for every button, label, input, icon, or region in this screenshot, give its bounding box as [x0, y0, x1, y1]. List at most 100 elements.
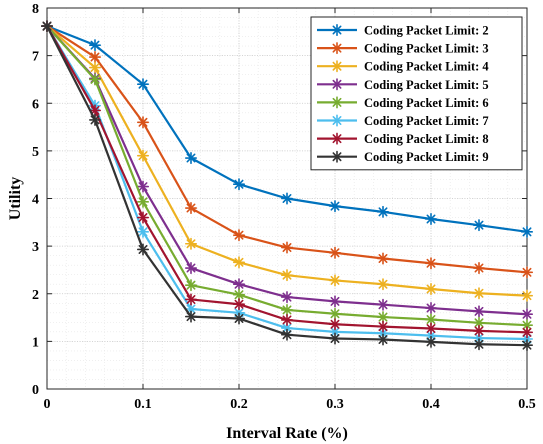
- data-point: [233, 288, 245, 301]
- legend-label: Coding Packet Limit: 8: [364, 132, 489, 146]
- legend: Coding Packet Limit: 2 Coding Packet Limi…: [310, 16, 523, 171]
- data-point: [89, 73, 101, 86]
- data-point: [520, 339, 534, 352]
- series-4: [40, 20, 534, 302]
- data-point: [137, 149, 149, 162]
- x-tick-label: 0.5: [518, 397, 536, 412]
- x-tick-label: 0.1: [134, 397, 152, 412]
- data-point: [376, 333, 390, 346]
- legend-marker: [330, 114, 344, 127]
- legend-label: Coding Packet Limit: 6: [364, 96, 489, 110]
- data-point: [89, 39, 101, 52]
- data-point: [328, 318, 342, 331]
- legend-label: Coding Packet Limit: 3: [364, 42, 489, 56]
- data-point: [89, 51, 101, 64]
- y-tick-label: 5: [32, 145, 39, 160]
- y-tick-label: 6: [32, 97, 39, 112]
- data-point: [233, 229, 245, 242]
- data-point: [376, 320, 390, 333]
- data-point: [185, 310, 197, 323]
- data-point: [137, 78, 149, 91]
- data-point: [328, 295, 342, 308]
- legend-entry: Coding Packet Limit: 4: [317, 60, 489, 74]
- data-point: [185, 262, 197, 275]
- data-point: [424, 302, 438, 315]
- legend-entry: Coding Packet Limit: 7: [317, 114, 489, 128]
- data-point: [280, 241, 294, 254]
- data-point: [472, 287, 486, 300]
- data-point: [233, 298, 245, 311]
- series-8: [40, 20, 534, 339]
- data-point: [424, 322, 438, 335]
- data-point: [328, 307, 342, 320]
- legend-marker: [330, 78, 344, 91]
- data-point: [472, 338, 486, 351]
- legend-label: Coding Packet Limit: 5: [364, 78, 489, 92]
- data-point: [137, 243, 149, 256]
- y-tick-label: 7: [32, 50, 39, 65]
- data-point: [280, 328, 294, 341]
- x-axis-label: Interval Rate (%): [226, 425, 348, 442]
- data-point: [376, 205, 390, 218]
- legend-entry: Coding Packet Limit: 5: [317, 78, 489, 92]
- data-point: [376, 278, 390, 291]
- legend-label: Coding Packet Limit: 4: [364, 60, 489, 74]
- legend-marker: [330, 60, 344, 73]
- legend-label: Coding Packet Limit: 2: [364, 24, 489, 38]
- legend-entry: Coding Packet Limit: 9: [317, 150, 489, 164]
- data-point: [520, 289, 534, 302]
- data-point: [520, 326, 534, 339]
- data-point: [89, 113, 101, 126]
- y-tick-label: 4: [32, 193, 39, 208]
- data-point: [520, 266, 534, 279]
- series-5: [40, 20, 534, 321]
- y-tick-label: 8: [32, 2, 39, 17]
- data-point: [520, 225, 534, 238]
- data-point: [472, 324, 486, 337]
- data-point: [280, 192, 294, 205]
- data-point: [376, 311, 390, 324]
- data-point: [137, 116, 149, 129]
- legend-entry: Coding Packet Limit: 6: [317, 96, 489, 110]
- x-tick-label: 0: [44, 397, 51, 412]
- data-point: [137, 225, 149, 238]
- x-tick-label: 0.4: [422, 397, 440, 412]
- data-point: [280, 291, 294, 304]
- data-point: [233, 278, 245, 291]
- legend-entry: Coding Packet Limit: 8: [317, 132, 489, 146]
- series-layer: [40, 20, 534, 352]
- y-tick-label: 3: [32, 240, 39, 255]
- axis-ticks: 0 0.1 0.2 0.3 0.4 0.5 0 1 2 3 4 5 6 7 8: [32, 2, 536, 412]
- data-point: [520, 308, 534, 321]
- data-point: [233, 312, 245, 325]
- y-tick-label: 2: [32, 288, 39, 303]
- legend-marker: [330, 96, 344, 109]
- data-point: [424, 212, 438, 225]
- legend-marker: [330, 132, 344, 145]
- data-point: [185, 279, 197, 292]
- data-point: [233, 256, 245, 269]
- data-point: [280, 269, 294, 282]
- data-point: [472, 316, 486, 329]
- data-point: [185, 293, 197, 306]
- data-point: [137, 180, 149, 193]
- legend-entry: Coding Packet Limit: 3: [317, 42, 489, 56]
- data-point: [376, 252, 390, 265]
- data-point: [472, 219, 486, 232]
- legend-box: [310, 16, 523, 171]
- data-point: [424, 282, 438, 295]
- x-tick-label: 0.3: [326, 397, 344, 412]
- legend-label: Coding Packet Limit: 7: [364, 114, 489, 128]
- data-point: [185, 152, 197, 165]
- data-point: [424, 257, 438, 270]
- legend-marker: [330, 42, 344, 55]
- x-tick-label: 0.2: [230, 397, 248, 412]
- data-point: [40, 20, 54, 33]
- data-point: [328, 200, 342, 213]
- y-tick-label: 0: [32, 383, 39, 398]
- data-point: [233, 178, 245, 191]
- data-point: [280, 313, 294, 326]
- legend-marker: [330, 23, 344, 37]
- data-point: [185, 237, 197, 250]
